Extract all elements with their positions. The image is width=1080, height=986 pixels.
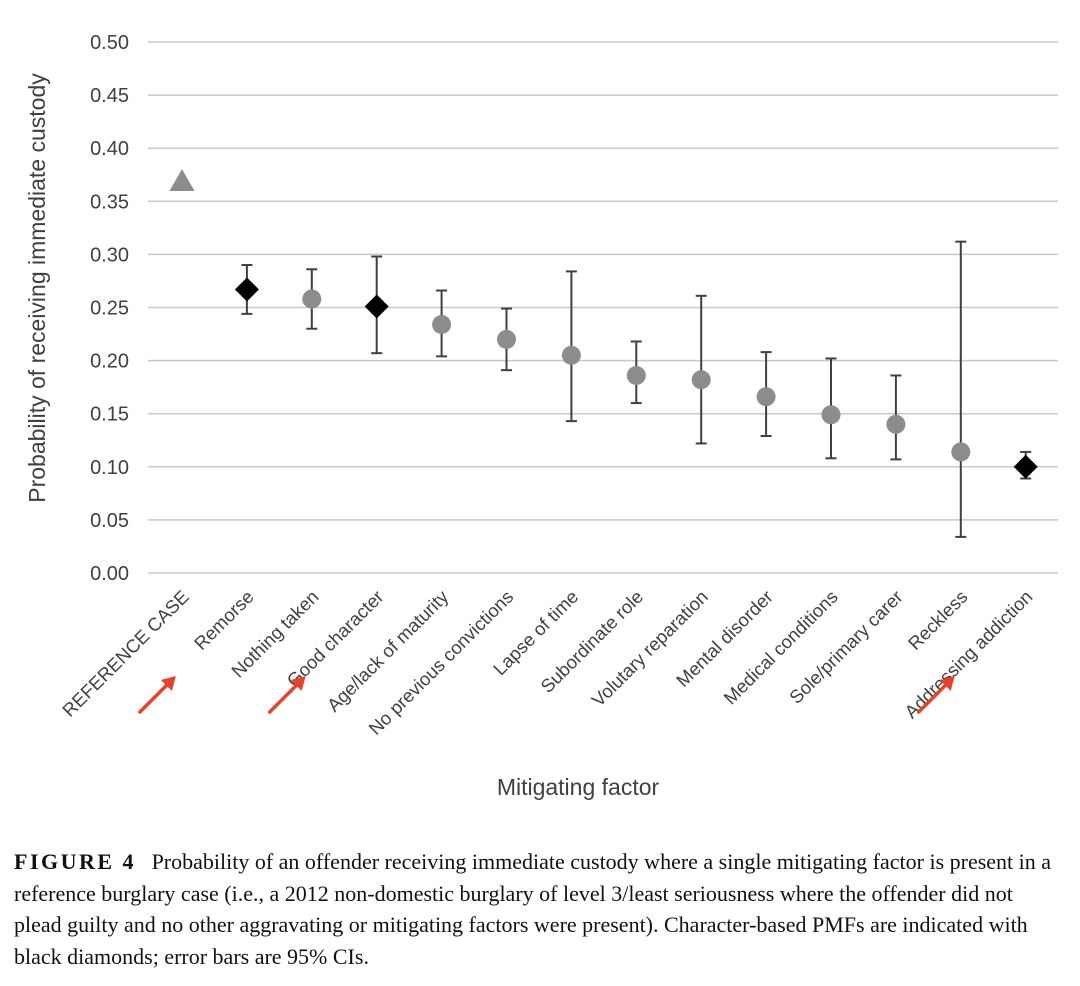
point-circle [302, 289, 322, 309]
point-circle [432, 314, 452, 334]
data-points [169, 169, 1038, 479]
y-tick-label: 0.10 [90, 457, 129, 479]
y-tick-label: 0.20 [90, 351, 129, 373]
x-category-label: Age/lack of maturity [323, 585, 453, 715]
error-bar [955, 240, 967, 538]
figure-caption: FIGURE 4 Probability of an offender rece… [14, 846, 1054, 972]
y-tick-label: 0.30 [90, 244, 129, 266]
y-tick-label: 0.40 [90, 138, 129, 160]
point-circle [821, 405, 841, 425]
highlight-arrow [138, 676, 176, 714]
y-tick-label: 0.25 [90, 298, 129, 320]
x-category-label: Remorse [190, 586, 258, 654]
point-circle [886, 414, 906, 434]
y-tick-label: 0.35 [90, 191, 129, 213]
y-tick-label: 0.15 [90, 404, 129, 426]
figure-label: FIGURE 4 [14, 849, 137, 874]
y-tick-label: 0.00 [90, 563, 129, 585]
point-circle [691, 370, 711, 390]
point-circle [561, 345, 581, 365]
gridlines [148, 41, 1058, 574]
y-tick-labels: 0.00 0.05 0.10 0.15 0.20 0.25 0.30 0.35 0.40 0.45… [90, 32, 129, 585]
x-category-label: Sole/primary carer [785, 586, 907, 708]
y-tick-label: 0.50 [90, 32, 129, 54]
highlight-arrows [138, 676, 955, 714]
error-bar [695, 294, 707, 445]
x-category-label: REFERENCE CASE [58, 586, 193, 721]
highlight-arrow [916, 676, 955, 714]
point-diamond [234, 277, 259, 302]
y-axis-title: Probability of receiving immediate custo… [24, 73, 50, 503]
point-triangle [169, 169, 195, 192]
caption-text: Probability of an offender receiving imm… [14, 849, 1052, 969]
point-circle [497, 329, 516, 349]
error-bars [241, 240, 1032, 538]
point-circle [756, 387, 776, 407]
point-circle [626, 365, 646, 385]
point-diamond [364, 294, 389, 319]
x-category-label: Reckless [904, 586, 972, 654]
point-circle [951, 442, 971, 462]
x-category-label: Medical conditions [719, 586, 841, 708]
highlight-arrow [267, 676, 306, 714]
y-tick-label: 0.05 [90, 510, 129, 532]
point-diamond [1013, 454, 1038, 479]
chart: 0.00 0.05 0.10 0.15 0.20 0.25 0.30 0.35 0.40 0.45… [24, 32, 1058, 800]
x-category-label: Addressing addiction [900, 586, 1036, 722]
y-tick-label: 0.45 [90, 85, 129, 107]
x-category-label: Volutary reparation [587, 586, 712, 711]
x-axis-title: Mitigating factor [497, 774, 660, 800]
